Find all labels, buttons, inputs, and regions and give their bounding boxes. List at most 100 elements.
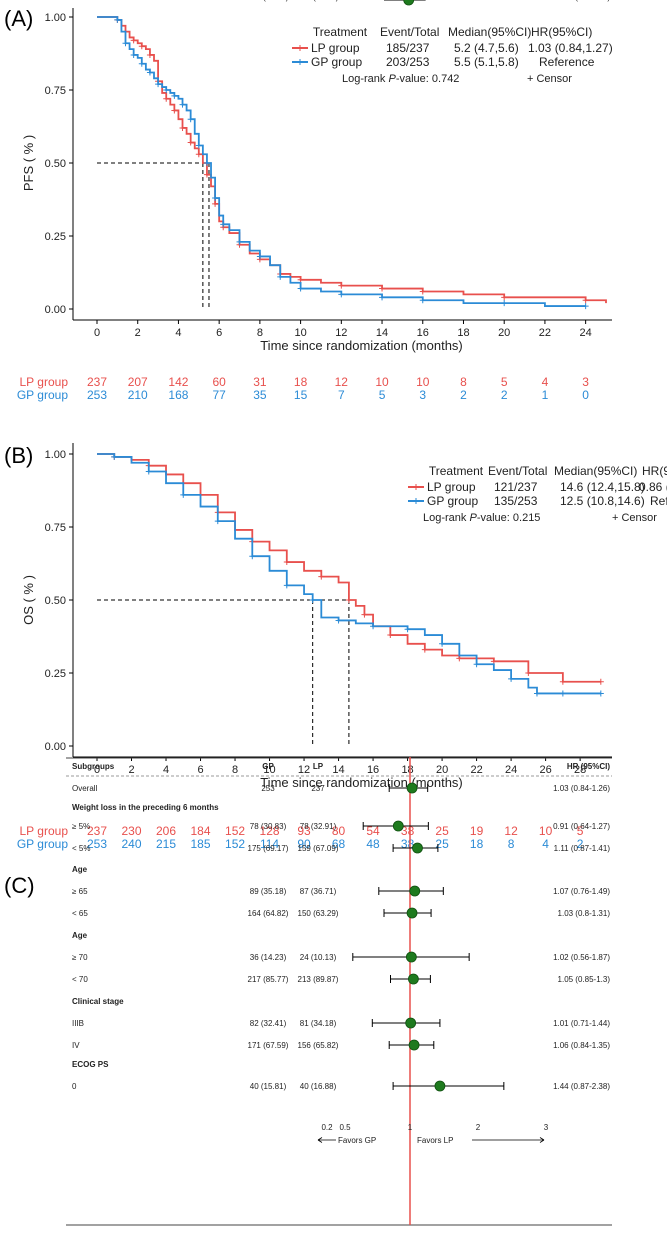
censor-mark	[138, 60, 145, 67]
hr-point	[405, 951, 417, 963]
censor-mark	[508, 675, 515, 682]
censor-mark	[138, 43, 145, 50]
risk-row-label: LP group	[20, 375, 69, 389]
forest-header-gp: GP	[262, 762, 274, 771]
forest-x-tick-label: 0.5	[339, 1123, 351, 1132]
forest-x-tick-label: 3	[544, 1123, 549, 1132]
risk-value: 1	[542, 388, 549, 402]
risk-value: 25	[435, 824, 449, 838]
forest-plot: Subgroups GP LP HR (95%CI)Overall 253 237 1.03…	[66, 0, 612, 1226]
forest-hr-text: 1.07 (0.76-1.49)	[553, 887, 610, 896]
legend-name: LP group	[427, 480, 476, 494]
forest-group-header: Age	[72, 865, 88, 874]
y-tick-label: 0.25	[45, 668, 66, 680]
risk-value: 215	[156, 837, 176, 851]
x-tick-label: 12	[335, 327, 347, 339]
x-tick-label: 10	[294, 327, 306, 339]
legend-header: Median(95%CI)	[554, 464, 637, 478]
x-axis-label: Time since randomization (months)	[260, 775, 463, 790]
forest-row-label: ≥ 65	[72, 887, 88, 896]
censor-mark	[187, 116, 194, 123]
legend-censor-mark	[297, 59, 303, 65]
forest-gp-value: 78 (30.83)	[250, 822, 287, 831]
risk-value: 90	[297, 837, 311, 851]
x-tick-label: 24	[580, 327, 592, 339]
risk-value: 4	[542, 375, 549, 389]
risk-value: 7	[338, 388, 345, 402]
forest-row-label: IIIB	[72, 1019, 84, 1028]
risk-row-label: GP group	[17, 837, 68, 851]
censor-mark	[597, 690, 604, 697]
censor-mark	[130, 37, 137, 44]
risk-value: 54	[366, 824, 380, 838]
forest-gp-value: 253	[261, 784, 275, 793]
censor-mark	[249, 553, 256, 560]
risk-value: 2	[460, 388, 467, 402]
censor-mark	[318, 573, 325, 580]
censor-mark	[155, 81, 162, 88]
hr-point	[408, 1039, 420, 1051]
y-tick-label: 0.50	[45, 158, 66, 170]
x-tick-label: 20	[498, 327, 510, 339]
legend-header: HR(95%CI)	[642, 464, 667, 478]
censor-mark	[195, 151, 202, 158]
hr-point	[403, 0, 415, 6]
y-tick-label: 0.00	[45, 304, 66, 316]
x-tick-label: 14	[376, 327, 388, 339]
forest-gp-value: 89 (35.18)	[250, 887, 287, 896]
x-tick-label: 4	[175, 327, 181, 339]
forest-hr-text: 0.99 (0.8-1.23)	[558, 0, 611, 2]
risk-value: 3	[582, 375, 589, 389]
x-tick-label: 2	[128, 764, 134, 776]
forest-lp-value: 87 (36.71)	[300, 887, 337, 896]
censor-mark	[559, 690, 566, 697]
censor-mark	[379, 294, 386, 301]
legend-name: GP group	[311, 55, 362, 69]
x-tick-label: 0	[94, 764, 100, 776]
risk-value: 185	[191, 837, 211, 851]
risk-value: 168	[168, 388, 188, 402]
x-tick-label: 16	[417, 327, 429, 339]
risk-value: 2	[501, 388, 508, 402]
x-tick-label: 26	[539, 764, 551, 776]
x-tick-label: 6	[216, 327, 222, 339]
censor-mark	[220, 221, 227, 228]
x-tick-label: 8	[257, 327, 263, 339]
favors-lp-label: Favors LP	[417, 1136, 453, 1145]
x-tick-label: 6	[197, 764, 203, 776]
censor-mark	[297, 285, 304, 292]
risk-value: 38	[401, 824, 415, 838]
forest-hr-text: 1.01 (0.71-1.44)	[553, 1019, 610, 1028]
censor-mark	[145, 468, 152, 475]
censor-mark	[335, 617, 342, 624]
x-tick-label: 8	[232, 764, 238, 776]
legend-header: HR(95%CI)	[531, 25, 592, 39]
risk-value: 5	[577, 824, 584, 838]
risk-value: 207	[128, 375, 148, 389]
forest-lp-value: 197 (83.12)	[298, 0, 339, 2]
forest-gp-value: 164 (64.82)	[248, 909, 289, 918]
forest-lp-value: 159 (67.09)	[298, 844, 339, 853]
censor-mark	[345, 597, 352, 603]
legend-median: 5.2 (4.7,5.6)	[454, 41, 519, 55]
hr-point	[406, 782, 418, 794]
forest-gp-value: 217 (85.77)	[248, 975, 289, 984]
censor-mark	[582, 297, 589, 304]
forest-x-tick-label: 0.2	[321, 1123, 333, 1132]
risk-value: 25	[435, 837, 449, 851]
censor-mark	[501, 294, 508, 301]
censor-mark	[122, 40, 129, 47]
censor-mark	[283, 559, 290, 566]
censor-mark	[236, 238, 243, 245]
censor-mark	[171, 107, 178, 114]
risk-value: 12	[335, 375, 349, 389]
forest-row-label: IV	[72, 1041, 80, 1050]
risk-value: 152	[225, 824, 245, 838]
x-tick-label: 24	[505, 764, 517, 776]
risk-value: 10	[416, 375, 430, 389]
censor-mark	[338, 291, 345, 298]
forest-row-label: < 70	[72, 975, 88, 984]
forest-x-tick-label: 2	[476, 1123, 481, 1132]
risk-value: 152	[225, 837, 245, 851]
risk-value: 237	[87, 375, 107, 389]
